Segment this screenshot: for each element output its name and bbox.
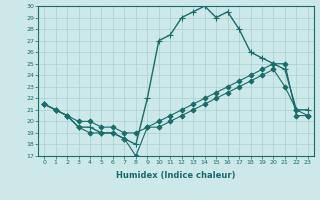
X-axis label: Humidex (Indice chaleur): Humidex (Indice chaleur) <box>116 171 236 180</box>
